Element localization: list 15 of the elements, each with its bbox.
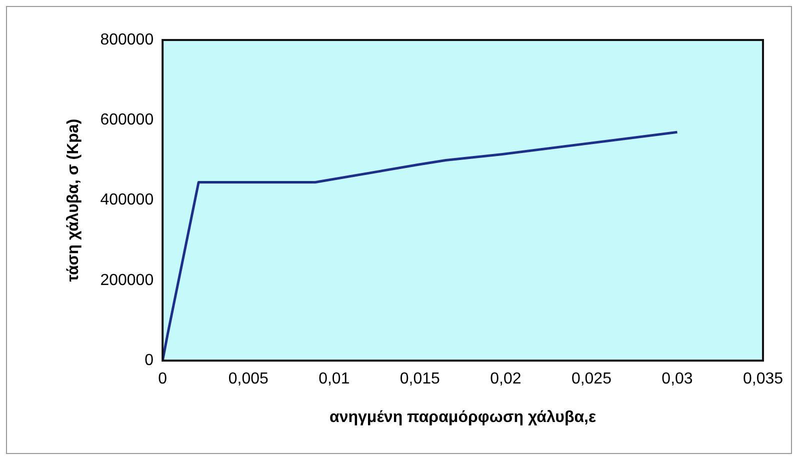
y-tick-label: 400000	[100, 192, 154, 209]
y-tick-label: 800000	[100, 31, 154, 48]
x-tick-label: 0,01	[318, 370, 350, 388]
x-tick-label: 0,035	[742, 370, 784, 388]
x-tick-label: 0,02	[490, 370, 522, 388]
x-tick-label: 0,015	[400, 370, 440, 388]
x-tick-label: 0,025	[571, 370, 612, 388]
x-tick-label: 0,005	[228, 370, 268, 388]
y-tick-label: 0	[144, 352, 154, 370]
x-tick-label: 0,03	[662, 370, 693, 388]
x-tick-label: 0	[158, 370, 168, 388]
y-tick-label: 600000	[100, 112, 154, 129]
y-axis-title: τάση χάλυβα, σ (Kpa)	[65, 118, 82, 282]
y-tick-label: 200000	[100, 272, 154, 289]
x-axis-title: ανηγμένη παραμόρφωση χάλυβα,ε	[330, 408, 596, 426]
